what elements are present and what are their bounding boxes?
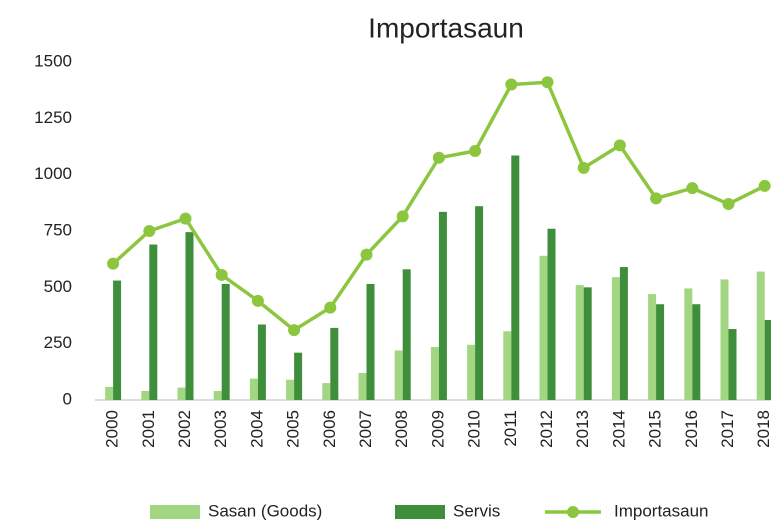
- bar: [511, 155, 520, 400]
- legend-label: Importasaun: [614, 501, 709, 520]
- bar: [547, 228, 556, 400]
- x-tick-label: 2014: [609, 410, 628, 448]
- bar: [185, 232, 194, 400]
- chart-title: Importasaun: [368, 12, 524, 43]
- line-marker: [577, 161, 590, 174]
- legend-swatch: [395, 505, 445, 519]
- x-tick-label: 2009: [428, 410, 447, 448]
- legend-label: Sasan (Goods): [208, 501, 322, 520]
- bar: [756, 271, 765, 400]
- legend-swatch: [567, 506, 579, 518]
- bar: [656, 304, 665, 400]
- bar: [438, 211, 447, 400]
- y-tick-label: 1500: [34, 51, 72, 70]
- bar: [475, 206, 484, 400]
- bar: [539, 255, 548, 400]
- x-tick-label: 2004: [247, 410, 266, 448]
- line-marker: [396, 210, 409, 223]
- legend-label: Servis: [453, 501, 500, 520]
- bar: [141, 390, 150, 400]
- x-tick-label: 2003: [211, 410, 230, 448]
- bar: [257, 324, 266, 400]
- bar: [575, 285, 584, 400]
- y-tick-label: 250: [44, 333, 72, 352]
- legend-swatch: [150, 505, 200, 519]
- x-tick-label: 2012: [537, 410, 556, 448]
- bar: [611, 277, 620, 400]
- line-marker: [107, 257, 120, 270]
- line-marker: [650, 192, 663, 205]
- bar: [430, 347, 439, 400]
- x-tick-label: 2015: [646, 410, 665, 448]
- x-tick-label: 2010: [465, 410, 484, 448]
- line-marker: [215, 268, 228, 281]
- x-tick-label: 2006: [320, 410, 339, 448]
- bar: [149, 244, 158, 400]
- x-tick-label: 2016: [682, 410, 701, 448]
- line-marker: [179, 212, 192, 225]
- y-tick-label: 750: [44, 220, 72, 239]
- x-tick-label: 2013: [573, 410, 592, 448]
- bar: [213, 390, 222, 400]
- bar: [249, 378, 258, 400]
- x-tick-label: 2007: [356, 410, 375, 448]
- y-tick-label: 1000: [34, 164, 72, 183]
- line-marker: [613, 139, 626, 152]
- y-tick-label: 1250: [34, 108, 72, 127]
- line-marker: [758, 179, 771, 192]
- bar: [294, 352, 303, 400]
- x-tick-label: 2008: [392, 410, 411, 448]
- line-marker: [541, 76, 554, 89]
- bar: [330, 327, 339, 400]
- bar: [648, 294, 657, 400]
- line-marker: [324, 301, 337, 314]
- line-marker: [251, 294, 264, 307]
- bar: [619, 267, 628, 400]
- bar: [684, 288, 693, 400]
- bar: [503, 331, 512, 400]
- x-tick-label: 2005: [284, 410, 303, 448]
- line-marker: [432, 151, 445, 164]
- bar: [358, 372, 367, 400]
- bar: [322, 383, 331, 400]
- line-marker: [722, 197, 735, 210]
- x-tick-label: 2011: [501, 410, 520, 447]
- bar: [720, 279, 729, 400]
- bar: [366, 283, 375, 400]
- bar: [583, 287, 592, 400]
- bar: [692, 304, 701, 400]
- bar: [467, 344, 476, 400]
- bar: [286, 379, 295, 400]
- bar: [728, 329, 737, 400]
- bar: [394, 350, 403, 400]
- y-tick-label: 500: [44, 277, 72, 296]
- x-tick-label: 2000: [103, 410, 122, 448]
- x-tick-label: 2017: [718, 410, 737, 448]
- line-marker: [143, 225, 156, 237]
- line-marker: [288, 324, 301, 337]
- bar: [221, 283, 230, 400]
- x-tick-label: 2001: [139, 410, 158, 448]
- x-tick-label: 2002: [175, 410, 194, 448]
- y-tick-label: 0: [63, 389, 72, 408]
- line-marker: [469, 145, 482, 158]
- bar: [402, 269, 411, 400]
- line-marker: [505, 78, 518, 91]
- x-tick-label: 2018: [754, 410, 771, 448]
- bar: [113, 280, 122, 400]
- bar: [177, 387, 186, 400]
- line-marker: [360, 248, 373, 261]
- bar: [105, 386, 114, 400]
- bar: [764, 320, 771, 400]
- line-marker: [686, 182, 699, 195]
